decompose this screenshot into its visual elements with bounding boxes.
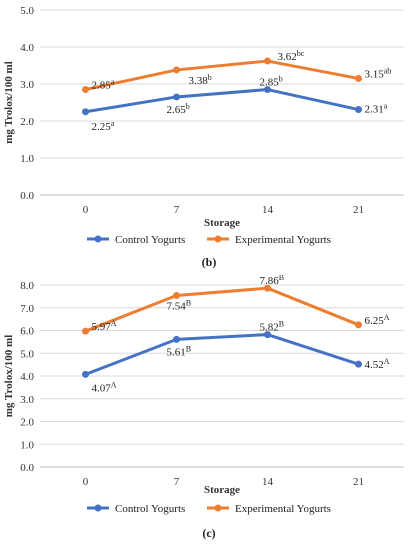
x-tick-label: 0 [83,204,89,216]
data-point [82,86,89,94]
legend-marker [94,235,102,243]
y-tick-label: 1.0 [20,153,34,165]
y-tick-label: 3.0 [20,394,34,406]
y-tick-label: 1.0 [20,439,34,451]
chart-panel-b: 0.0 1.0 2.0 3.0 4.0 5.0 0 7 14 21 Storage mg Trolox… [3,5,404,269]
data-label: 4.52A [365,357,390,371]
x-axis-title: Storage [204,484,240,496]
data-label: 2.65b [167,102,190,116]
x-tick-label: 14 [262,204,274,216]
data-point [355,106,362,114]
figure-caption: (c) [202,526,215,540]
legend-item: Control Yogurts [87,503,185,515]
data-point [173,93,180,101]
data-label: 5.61B [167,344,192,358]
x-tick-label: 21 [353,204,364,216]
legend-marker [214,235,222,243]
data-point [264,284,271,292]
series-line-experimental [84,286,360,333]
y-axis-title: mg Trolox/100 ml [3,335,15,418]
data-point [82,370,89,378]
data-point [82,327,89,335]
data-label: 3.15ab [365,66,392,80]
data-point [173,66,180,74]
y-axis-title: mg Trolox/100 ml [3,61,15,144]
data-point [355,360,362,368]
data-label: 3.62bc [278,49,305,63]
legend-item: Experimental Yogurts [207,234,331,246]
y-tick-label: 5.0 [20,348,34,360]
legend-item: Experimental Yogurts [207,503,331,515]
data-point [355,74,362,82]
series-line-control [84,333,359,376]
series-line-experimental [85,59,359,92]
data-label: 2.85a [92,78,115,92]
data-label: 5.97A [92,319,117,333]
legend-label: Control Yogurts [115,503,185,515]
x-tick-label: 0 [83,476,89,488]
x-tick-label: 7 [174,204,180,216]
chart-panel-c: 0.0 1.0 2.0 3.0 4.0 5.0 6.0 7.0 8.0 0 7 14 21 Storage… [0,275,418,550]
chart-c-svg: 0.0 1.0 2.0 3.0 4.0 5.0 6.0 7.0 8.0 0 7 14 21 Storage… [3,275,404,540]
data-point [264,57,271,65]
data-point [355,321,362,329]
series-line-control [85,88,359,114]
y-tick-label: 8.0 [20,280,34,292]
y-tick-label: 7.0 [20,303,34,315]
legend-item: Control Yogurts [87,234,185,246]
y-tick-label: 6.0 [20,326,34,338]
data-point [264,331,271,339]
data-label: 4.07A [92,380,117,394]
data-label: 2.31a [365,102,388,116]
y-tick-label: 0.0 [20,462,34,474]
y-tick-label: 5.0 [20,5,34,17]
x-tick-label: 7 [174,476,180,488]
chart-b-svg: 0.0 1.0 2.0 3.0 4.0 5.0 0 7 14 21 Storage mg Trolox… [3,5,404,269]
data-label: 7.86B [260,275,285,287]
y-tick-label: 0.0 [20,190,34,202]
data-point [173,291,180,299]
legend-label: Experimental Yogurts [235,503,331,515]
data-label: 2.25a [92,119,115,133]
data-point [264,86,271,94]
data-label: 2.85b [260,75,283,89]
legend-marker [94,504,102,512]
y-tick-label: 3.0 [20,79,34,91]
legend-label: Control Yogurts [115,234,185,246]
y-tick-label: 2.0 [20,417,34,429]
data-label: 7.54B [167,298,192,312]
y-tick-label: 4.0 [20,371,34,383]
data-point [173,335,180,343]
figure-caption: (b) [202,255,217,269]
data-point [82,108,89,116]
x-tick-label: 21 [353,476,364,488]
y-tick-label: 4.0 [20,42,34,54]
data-label: 6.25A [365,313,390,327]
x-axis-title: Storage [204,217,240,229]
y-tick-label: 2.0 [20,116,34,128]
legend-label: Experimental Yogurts [235,234,331,246]
x-tick-label: 14 [262,476,274,488]
data-label: 5.82B [260,320,285,334]
data-label: 3.38b [189,73,212,87]
legend-marker [214,504,222,512]
